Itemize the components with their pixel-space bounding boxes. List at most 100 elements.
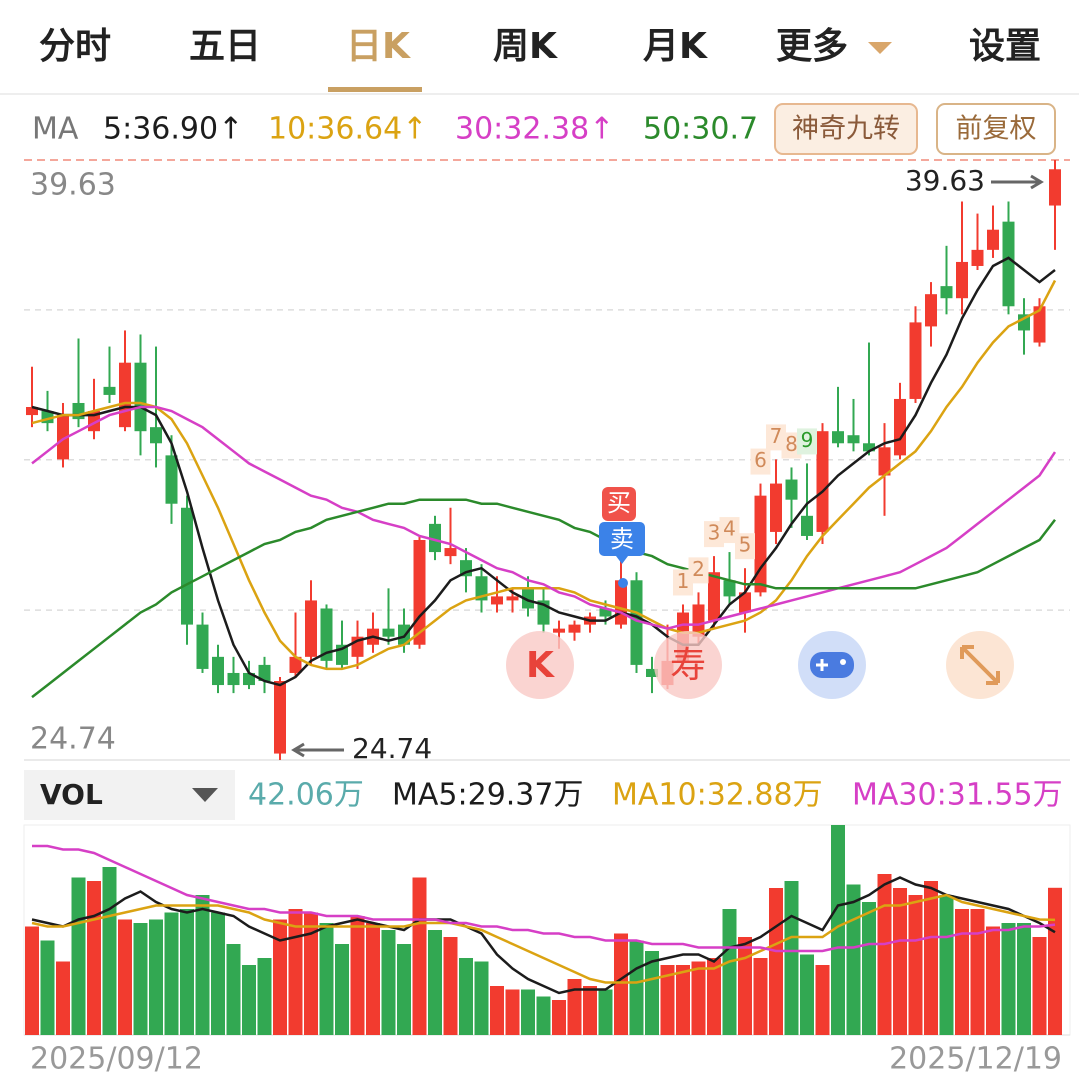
sell-marker: [599, 522, 645, 564]
vol-bar: [474, 961, 489, 1035]
high-label: 39.63: [905, 164, 985, 197]
vol-bar: [831, 825, 845, 1035]
tab[interactable]: 设置: [969, 26, 1041, 67]
candle-body: [196, 624, 209, 669]
vol-bar: [970, 909, 985, 1035]
vol-bar: [660, 965, 675, 1035]
nine-turn-label: 3: [708, 521, 721, 545]
vol-bar: [226, 944, 241, 1035]
vol-bar: [273, 919, 287, 1035]
vol-bar: [676, 965, 690, 1035]
float-k[interactable]: [506, 631, 574, 699]
tab[interactable]: 周K: [493, 26, 558, 67]
vol-bar: [56, 961, 70, 1035]
adjust-button[interactable]: [936, 103, 1056, 155]
vol-bar: [815, 965, 830, 1035]
ma-line: [31, 405, 1057, 630]
candle-body: [274, 681, 286, 754]
candle-body: [801, 515, 813, 536]
vol-bar: [598, 989, 613, 1035]
vol-bar: [707, 958, 721, 1035]
vol-bar: [25, 926, 39, 1035]
vol-bar: [955, 909, 969, 1035]
nine-turn-label: 9: [801, 428, 814, 452]
candle-body: [181, 507, 193, 625]
sell-label: 卖: [610, 525, 634, 553]
vol-bar: [87, 881, 101, 1035]
candle-body: [150, 427, 162, 444]
candle-body: [212, 656, 224, 686]
tab[interactable]: 分时: [39, 26, 111, 67]
float-k-label: K: [526, 645, 555, 686]
game-cross: [816, 659, 828, 671]
candle-body: [134, 362, 147, 432]
nine-turn-box: [797, 428, 817, 455]
tab[interactable]: 日K: [346, 26, 411, 67]
tab[interactable]: 更多: [776, 26, 848, 67]
vol-bar: [567, 979, 582, 1035]
vol-title: VOL: [40, 778, 103, 811]
vol-bar: [691, 961, 706, 1035]
vol-bar: [459, 958, 473, 1035]
vol-ma-line: [31, 876, 1056, 995]
vol-bar: [908, 895, 923, 1035]
candle-body: [863, 443, 875, 452]
ma-line: [31, 256, 1056, 687]
candle-body: [568, 624, 581, 633]
nine-turn-button[interactable]: [774, 103, 918, 155]
nine-turn-box: [735, 533, 755, 560]
vol-legend-entry: MA30:31.55万: [852, 778, 1063, 813]
candle-body: [289, 656, 302, 673]
candle-body: [72, 402, 85, 420]
candle-body: [320, 608, 333, 661]
tab[interactable]: 五日: [189, 26, 261, 67]
nine-turn-label: 7: [770, 424, 783, 448]
more-arrow: [868, 42, 892, 54]
vol-bar: [1001, 923, 1016, 1035]
vol-bar: [846, 884, 861, 1035]
candle-body: [382, 628, 395, 637]
button-label: 神奇九转: [792, 114, 900, 145]
vol-bar: [211, 912, 225, 1035]
candle-body: [1049, 169, 1061, 206]
vol-bar: [505, 989, 520, 1035]
ma-line: [31, 498, 1056, 699]
candle-body: [165, 455, 178, 504]
vol-bar: [133, 923, 148, 1035]
candle-body: [739, 592, 751, 613]
candle-body: [243, 672, 255, 686]
vol-bar: [164, 912, 179, 1035]
candle-body: [878, 447, 891, 476]
candle-body: [305, 600, 317, 657]
legend-entry: 30:32.38↑: [455, 112, 614, 147]
high-arrow: [991, 174, 1044, 190]
vol-bar: [1048, 887, 1062, 1035]
candle-body: [1018, 314, 1030, 331]
vol-bar: [443, 937, 458, 1035]
candle-body: [553, 628, 565, 633]
nine-turn-label: 5: [739, 533, 752, 557]
vol-bar: [490, 986, 504, 1035]
game-dot: [840, 659, 846, 665]
candle-body: [754, 495, 767, 593]
candle-body: [630, 580, 643, 665]
vol-bar: [800, 954, 814, 1035]
vol-bar: [304, 912, 318, 1035]
vol-bar: [257, 958, 272, 1035]
candle-body: [444, 548, 457, 557]
float-shou[interactable]: [654, 631, 722, 699]
candle-body: [692, 604, 705, 637]
vol-bar: [552, 1000, 566, 1035]
tab[interactable]: 月K: [643, 26, 708, 67]
vol-bar: [877, 874, 892, 1035]
vol-ma-line: [32, 844, 1056, 953]
vol-bar: [645, 951, 659, 1035]
candle-body: [723, 580, 736, 597]
button-label: 前复权: [956, 114, 1037, 145]
nine-turn-label: 4: [723, 517, 736, 541]
candle-body: [506, 596, 519, 601]
vol-bar: [319, 923, 334, 1035]
ma-line: [31, 279, 1057, 671]
vol-legend-entry: MA5:29.37万: [392, 778, 583, 813]
candle-body: [599, 608, 612, 617]
